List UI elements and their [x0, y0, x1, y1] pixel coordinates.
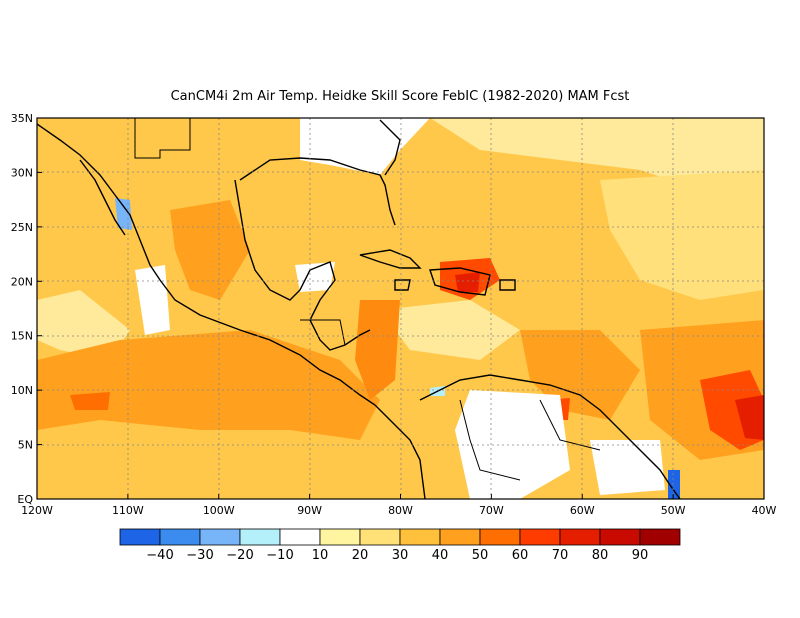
field-blue-sinaloa	[115, 198, 132, 230]
lon-tick-label: 120W	[21, 504, 53, 517]
field-white-guyana	[590, 440, 665, 495]
lon-tick-label: 100W	[203, 504, 235, 517]
lat-tick-label: 15N	[11, 330, 33, 343]
colorbar-swatch	[119, 528, 161, 546]
lat-tick-label: 10N	[11, 384, 33, 397]
border-venezuela	[539, 399, 601, 451]
colorbar-swatch	[199, 528, 241, 546]
field-white-yucatan	[295, 262, 335, 292]
colorbar-swatch	[359, 528, 401, 546]
coastline-puerto-rico	[499, 279, 516, 291]
gridlines	[37, 118, 764, 499]
field-orange-pacific	[37, 330, 380, 440]
field-orange-mexico	[170, 200, 250, 300]
coastline-cuba	[359, 249, 422, 269]
colorbar-label: 10	[312, 548, 329, 563]
colorbar-swatch	[399, 528, 441, 546]
colorbar-label: 30	[392, 548, 409, 563]
colorbar-swatch	[159, 528, 201, 546]
coastline-gulf-mexico	[234, 179, 371, 351]
field-red-pacific	[70, 392, 110, 410]
lat-tick-label: 5N	[18, 439, 33, 452]
colorbar-label: −20	[226, 548, 253, 563]
country-borders	[134, 118, 601, 481]
lon-tick-label: 60W	[570, 504, 595, 517]
colorbar-label: 60	[512, 548, 529, 563]
colorbar-swatch	[479, 528, 521, 546]
coastline-florida	[379, 119, 401, 176]
field-blue-amazon	[668, 470, 680, 499]
field-darkred-atlantic	[735, 395, 764, 440]
colorbar	[119, 528, 681, 546]
coastline-gulf-north	[239, 157, 396, 226]
border-guatemala	[300, 319, 346, 346]
field-orange-central	[355, 300, 400, 400]
lat-tick-label: 35N	[11, 112, 33, 125]
field-light-caribbean	[380, 300, 520, 360]
colorbar-label: −40	[146, 548, 173, 563]
coastline-jamaica	[394, 279, 411, 291]
lon-tick-label: 70W	[479, 504, 504, 517]
colorbar-swatch	[639, 528, 681, 546]
colorbar-label: 50	[472, 548, 489, 563]
axis-ticks	[36, 117, 765, 500]
lon-axis-labels: 120W 110W 100W 90W 80W 70W 60W 50W 40W	[21, 504, 776, 517]
lon-tick-label: 90W	[297, 504, 322, 517]
coastline-hispaniola	[429, 267, 491, 296]
border-us-mexico	[134, 118, 191, 159]
coastline-south-america	[419, 374, 681, 500]
skill-field	[37, 118, 764, 499]
colorbar-label: −10	[266, 548, 293, 563]
lon-tick-label: 50W	[661, 504, 686, 517]
colorbar-swatch	[599, 528, 641, 546]
colorbar-swatch	[519, 528, 561, 546]
colorbar-swatch	[239, 528, 281, 546]
colorbar-label: 40	[432, 548, 449, 563]
colorbar-swatch	[279, 528, 321, 546]
lon-tick-label: 40W	[752, 504, 777, 517]
lon-tick-label: 110W	[112, 504, 144, 517]
colorbar-swatch	[559, 528, 601, 546]
lat-tick-label: 20N	[11, 275, 33, 288]
coastline-pacific	[36, 123, 426, 500]
colorbar-swatch	[319, 528, 361, 546]
lat-tick-label: 25N	[11, 221, 33, 234]
field-light-north	[430, 118, 764, 190]
colorbar-label: 70	[552, 548, 569, 563]
lon-tick-label: 80W	[388, 504, 413, 517]
border-colombia	[459, 399, 521, 481]
lat-axis-labels: 35N 30N 25N 20N 15N 10N 5N EQ	[11, 112, 34, 506]
colorbar-label: 80	[592, 548, 609, 563]
field-light-east	[600, 170, 764, 300]
colorbar-label: 90	[632, 548, 649, 563]
map-title: CanCM4i 2m Air Temp. Heidke Skill Score …	[171, 89, 630, 104]
colorbar-swatch	[439, 528, 481, 546]
coastlines	[36, 119, 681, 500]
colorbar-labels: −40 −30 −20 −10 10 20 30 40 50 60 70 80 90	[146, 548, 648, 563]
field-light-pacific	[37, 290, 130, 360]
colorbar-label: −30	[186, 548, 213, 563]
coastline-baja-east	[79, 159, 126, 236]
lat-tick-label: EQ	[17, 493, 33, 506]
lat-tick-label: 30N	[11, 166, 33, 179]
field-darkred-hispaniola	[455, 272, 480, 292]
field-white-south-america	[455, 390, 570, 499]
colorbar-label: 20	[352, 548, 369, 563]
